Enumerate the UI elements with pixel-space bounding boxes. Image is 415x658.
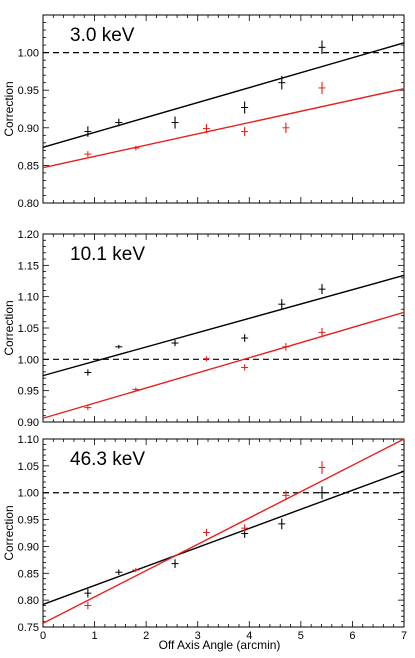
data-point [318, 486, 326, 500]
x-tick-label: 0 [40, 630, 46, 642]
data-point [84, 588, 92, 598]
data-point [241, 127, 249, 137]
data-point [241, 101, 249, 114]
y-tick-label: 0.90 [18, 417, 39, 429]
data-point [171, 116, 179, 129]
data-point [202, 528, 210, 537]
data-point [282, 122, 290, 134]
data-point [278, 518, 286, 530]
data-point [318, 284, 326, 295]
y-tick-label: 0.80 [18, 198, 39, 210]
x-tick-label: 3 [195, 630, 201, 642]
data-point [132, 387, 140, 392]
y-tick-label: 0.95 [18, 386, 39, 398]
y-tick-label: 1.05 [18, 461, 39, 473]
x-tick-label: 4 [246, 630, 252, 642]
series-black [42, 40, 405, 149]
y-tick-label: 1.10 [18, 292, 39, 304]
y-tick-label: 1.00 [18, 488, 39, 500]
data-point [278, 299, 286, 310]
data-point [318, 81, 326, 94]
fit-line [42, 42, 405, 149]
data-point [241, 334, 249, 342]
y-axis-title: Correction [2, 300, 16, 355]
data-point [202, 356, 210, 362]
y-tick-label: 0.85 [18, 568, 39, 580]
data-point [84, 151, 92, 158]
plot-frame [42, 438, 405, 628]
data-point [115, 344, 123, 349]
y-tick-label: 1.20 [18, 229, 39, 241]
y-axis-title: Correction [2, 505, 16, 560]
data-point [132, 567, 140, 573]
data-point [318, 461, 326, 474]
series-black [42, 470, 405, 606]
data-point [84, 369, 92, 376]
data-point [132, 145, 140, 151]
panel-title: 46.3 keV [70, 449, 145, 470]
panel-1: 0.80 0.85 0.90 0.95 1.00 Correction 3.0 keV [2, 14, 405, 210]
y-tick-label: 0.90 [18, 541, 39, 553]
x-tick-label: 2 [143, 630, 149, 642]
y-tick-label: 1.00 [18, 354, 39, 366]
y-tick-label: 0.95 [18, 85, 39, 97]
y-tick-label: 1.00 [18, 48, 39, 60]
x-axis-title: Off Axis Angle (arcmin) [159, 638, 281, 652]
data-point [115, 569, 123, 575]
data-point [84, 405, 92, 411]
y-tick-label: 0.90 [18, 123, 39, 135]
data-point [171, 559, 179, 568]
plot-frame [42, 14, 405, 204]
fit-line [42, 470, 405, 606]
y-tick-label: 0.95 [18, 515, 39, 527]
x-tick-label: 6 [349, 630, 355, 642]
series-red [42, 438, 405, 624]
data-point [282, 490, 290, 501]
data-point [84, 601, 92, 610]
data-point [202, 124, 210, 134]
data-point [282, 343, 290, 351]
y-tick-label: 1.15 [18, 260, 39, 272]
data-point [171, 339, 179, 347]
panel-3: 0.75 0.80 0.85 0.90 0.95 1.00 1.05 1.10 0 1 2 3 4 5 6 7… [2, 434, 407, 652]
y-tick-label: 0.85 [18, 160, 39, 172]
panel-title: 3.0 keV [70, 25, 135, 46]
data-point [241, 524, 249, 532]
data-point [84, 126, 92, 137]
y-tick-label: 1.10 [18, 434, 39, 446]
y-tick-label: 0.80 [18, 595, 39, 607]
data-point [278, 75, 286, 90]
y-tick-label: 1.05 [18, 323, 39, 335]
panel-2: 0.90 0.95 1.00 1.05 1.10 1.15 1.20 Correction 10… [2, 229, 405, 429]
data-point [318, 40, 326, 55]
fit-line [42, 311, 405, 419]
y-axis-title: Correction [2, 81, 16, 136]
panel-title: 10.1 keV [70, 244, 145, 265]
x-tick-label: 1 [92, 630, 98, 642]
fit-line [42, 88, 405, 169]
fit-line [42, 274, 405, 377]
data-point [115, 118, 123, 127]
data-point [241, 364, 249, 371]
fit-line [42, 438, 405, 624]
x-tick-label: 5 [298, 630, 304, 642]
series-black [42, 274, 405, 377]
series-red [42, 311, 405, 419]
series-red [42, 81, 405, 169]
y-tick-label: 0.75 [18, 622, 39, 634]
x-tick-label: 7 [401, 630, 407, 642]
data-point [318, 328, 326, 337]
